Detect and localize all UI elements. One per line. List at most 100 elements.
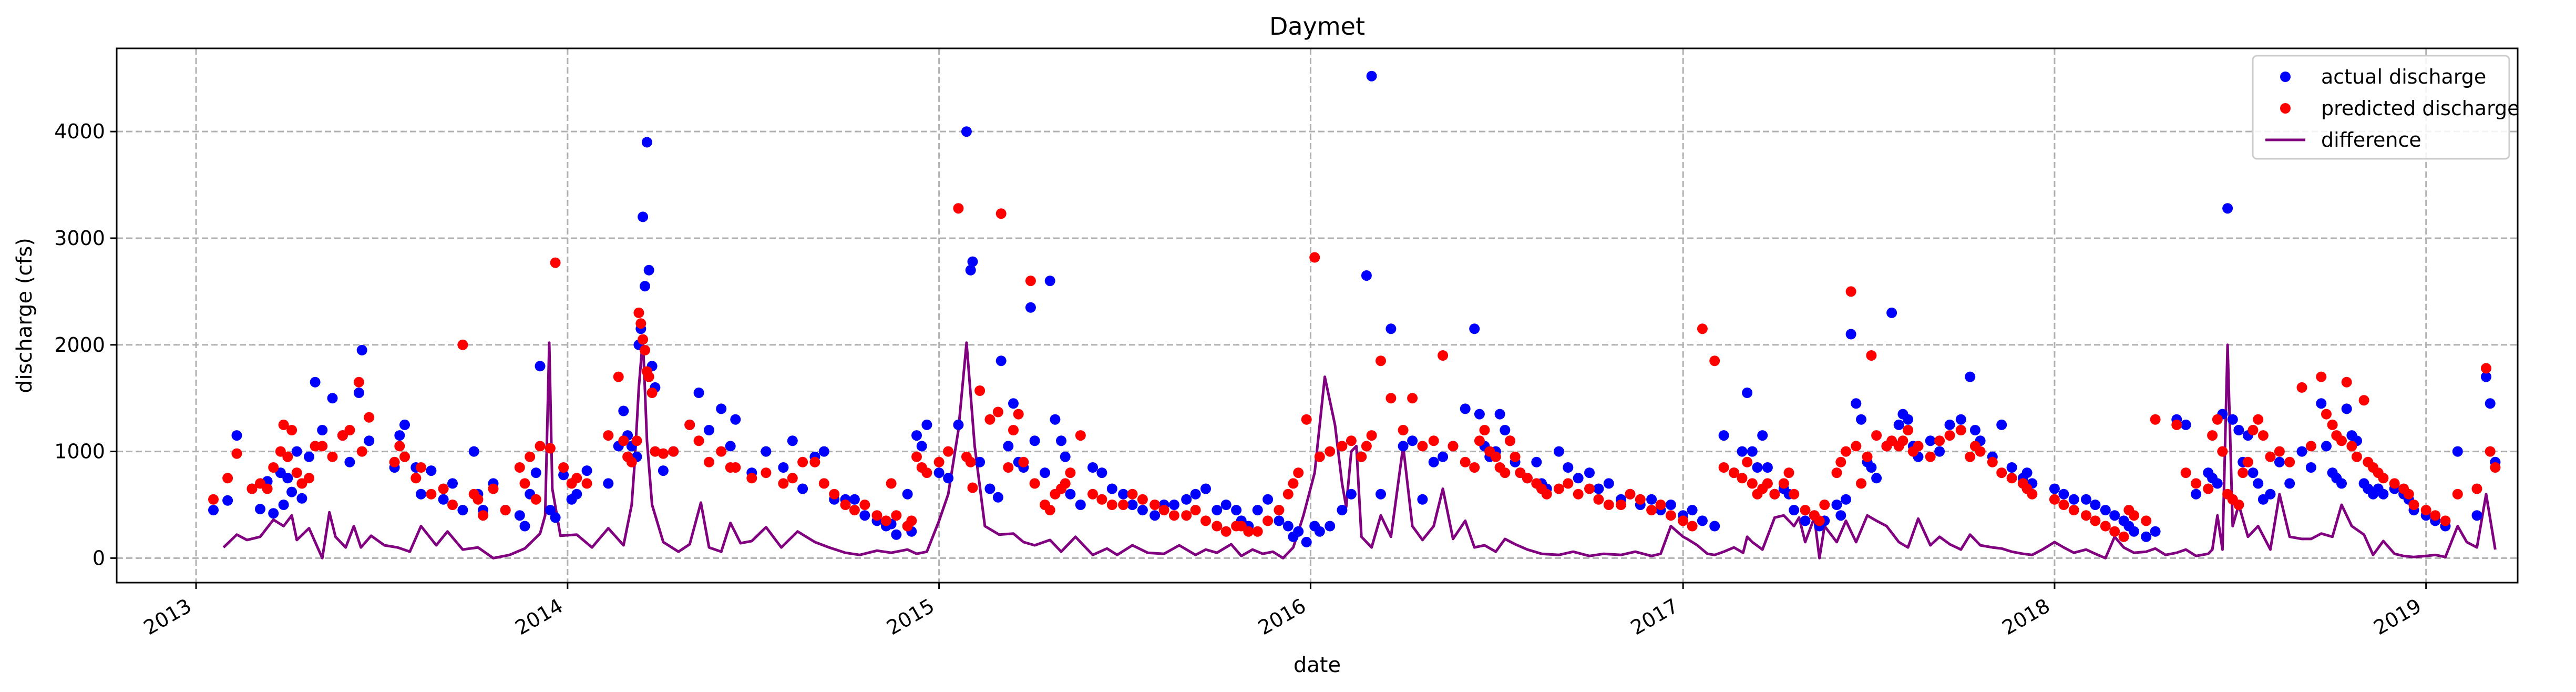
actual-discharge-point — [2021, 467, 2033, 479]
predicted-discharge-point — [1407, 393, 1418, 404]
predicted-discharge-point — [1288, 478, 1299, 489]
actual-discharge-point — [1871, 473, 1882, 484]
predicted-discharge-point — [840, 500, 851, 510]
predicted-discharge-point — [2253, 414, 2264, 425]
actual-discharge-point — [704, 425, 714, 435]
predicted-discharge-point — [967, 482, 978, 493]
actual-discharge-point — [1553, 446, 1564, 457]
actual-discharge-point — [911, 430, 922, 441]
actual-discharge-point — [1212, 505, 1223, 516]
actual-discharge-point — [231, 430, 242, 441]
predicted-discharge-point — [974, 385, 986, 396]
predicted-discharge-point — [473, 494, 484, 505]
actual-discharge-point — [1003, 441, 1014, 452]
predicted-discharge-point — [344, 425, 355, 435]
actual-discharge-point — [2150, 526, 2161, 537]
actual-discharge-point — [2191, 489, 2202, 500]
predicted-discharge-point — [2389, 478, 2400, 489]
actual-discharge-point — [255, 504, 265, 515]
actual-discharge-point — [1494, 409, 1505, 420]
predicted-discharge-point — [1236, 521, 1247, 532]
predicted-discharge-point — [1127, 489, 1138, 500]
predicted-discharge-point — [1417, 441, 1428, 452]
predicted-discharge-point — [1845, 286, 1856, 297]
predicted-discharge-point — [1603, 500, 1614, 510]
actual-discharge-point — [974, 456, 986, 467]
actual-discharge-point — [1925, 435, 1936, 446]
predicted-discharge-point — [416, 462, 426, 473]
predicted-discharge-point — [829, 489, 840, 500]
predicted-discharge-point — [1522, 473, 1533, 484]
actual-discharge-point — [1687, 505, 1698, 516]
predicted-discharge-point — [693, 435, 704, 446]
predicted-discharge-point — [208, 494, 219, 505]
actual-discharge-point — [2265, 489, 2276, 500]
predicted-discharge-point — [2027, 489, 2038, 500]
predicted-discharge-point — [1856, 478, 1866, 489]
predicted-discharge-point — [1625, 489, 1636, 500]
predicted-discharge-point — [2305, 441, 2316, 452]
predicted-discharge-point — [426, 489, 437, 500]
predicted-discharge-point — [1200, 515, 1211, 526]
predicted-discharge-point — [1851, 441, 1862, 452]
x-axis-label: date — [1294, 653, 1341, 677]
actual-discharge-point — [1190, 489, 1201, 500]
predicted-discharge-point — [684, 419, 695, 430]
difference-line — [222, 337, 2497, 559]
predicted-discharge-point — [457, 339, 468, 350]
predicted-discharge-point — [1515, 467, 1526, 479]
predicted-discharge-point — [1003, 462, 1014, 473]
actual-discharge-point — [1944, 419, 1955, 430]
predicted-discharge-point — [1065, 467, 1076, 479]
y-tick-label: 1000 — [54, 440, 105, 463]
actual-discharge-point — [921, 419, 932, 430]
predicted-discharge-point — [1013, 409, 1024, 420]
predicted-discharge-point — [633, 307, 644, 318]
predicted-discharge-point — [447, 500, 458, 510]
actual-discharge-point — [2068, 494, 2079, 505]
actual-discharge-point — [1040, 467, 1050, 479]
predicted-discharge-point — [2408, 500, 2419, 510]
actual-discharge-point — [2471, 510, 2482, 521]
predicted-discharge-point — [1819, 500, 1830, 510]
actual-discharge-point — [1200, 483, 1211, 494]
actual-discharge-point — [1747, 446, 1758, 457]
predicted-discharge-point — [906, 515, 917, 526]
predicted-discharge-point — [2180, 467, 2191, 479]
predicted-discharge-point — [1635, 494, 1646, 505]
predicted-discharge-point — [1862, 451, 1873, 462]
actual-discharge-point — [992, 492, 1003, 503]
predicted-discharge-point — [356, 446, 367, 457]
predicted-discharge-point — [1252, 526, 1263, 537]
predicted-discharge-point — [519, 478, 530, 489]
predicted-discharge-point — [1282, 489, 1294, 500]
predicted-discharge-point — [618, 435, 629, 446]
predicted-discharge-point — [488, 483, 499, 494]
predicted-discharge-point — [1841, 446, 1851, 457]
actual-discharge-point — [514, 510, 525, 521]
predicted-discharge-point — [2100, 521, 2111, 532]
predicted-discharge-point — [995, 208, 1007, 219]
predicted-discharge-point — [1737, 473, 1748, 484]
predicted-discharge-point — [278, 419, 289, 430]
predicted-discharge-point — [1866, 350, 1877, 361]
predicted-discharge-point — [1955, 425, 1966, 435]
predicted-discharge-point — [778, 478, 789, 489]
actual-discharge-point — [1417, 494, 1428, 505]
predicted-discharge-point — [2358, 395, 2369, 406]
predicted-discharge-point — [2403, 489, 2414, 500]
actual-discharge-point — [1056, 435, 1066, 446]
predicted-discharge-point — [389, 456, 400, 467]
predicted-discharge-point — [581, 478, 592, 489]
predicted-discharge-point — [530, 494, 541, 505]
actual-discharge-point — [1274, 515, 1285, 526]
actual-discharge-point — [891, 529, 902, 540]
actual-discharge-point — [1168, 500, 1179, 510]
predicted-discharge-point — [1460, 456, 1471, 467]
predicted-discharge-point — [500, 505, 511, 516]
actual-discharge-point — [2222, 203, 2233, 214]
predicted-discharge-point — [1747, 478, 1758, 489]
predicted-discharge-point — [1181, 510, 1192, 521]
